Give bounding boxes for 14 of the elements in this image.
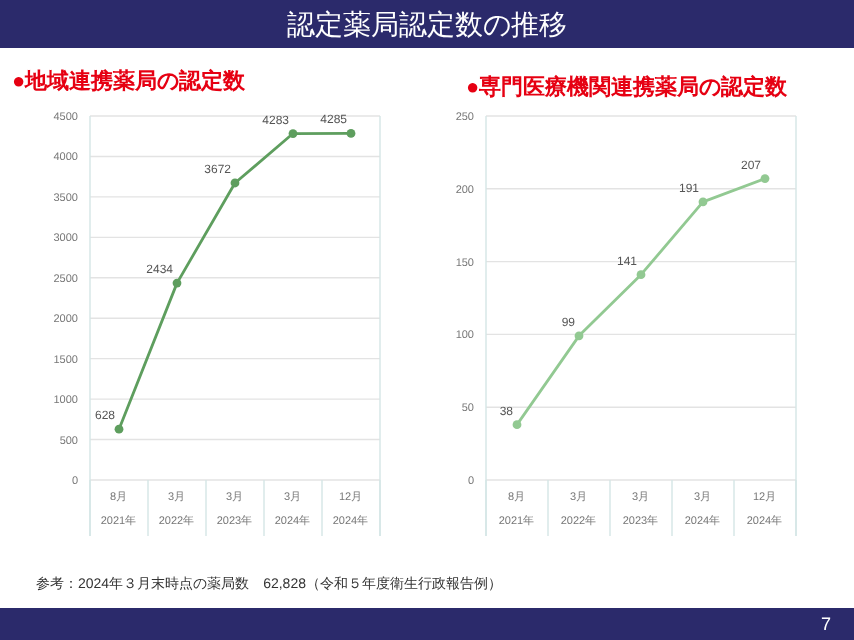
point — [346, 128, 356, 138]
chart-title: ●専門医療機関連携薬局の認定数 — [466, 74, 790, 100]
point — [698, 197, 708, 207]
text: 認定薬局認定数の推移 — [287, 8, 567, 40]
text: 7 — [820, 614, 832, 634]
point — [172, 278, 182, 288]
point — [288, 129, 298, 138]
chart-title: ●地域連携薬局の認定数 — [12, 68, 248, 94]
point — [574, 331, 584, 341]
point — [114, 424, 124, 434]
point — [512, 420, 522, 430]
point — [760, 174, 770, 184]
point — [230, 178, 240, 188]
point — [636, 270, 646, 280]
